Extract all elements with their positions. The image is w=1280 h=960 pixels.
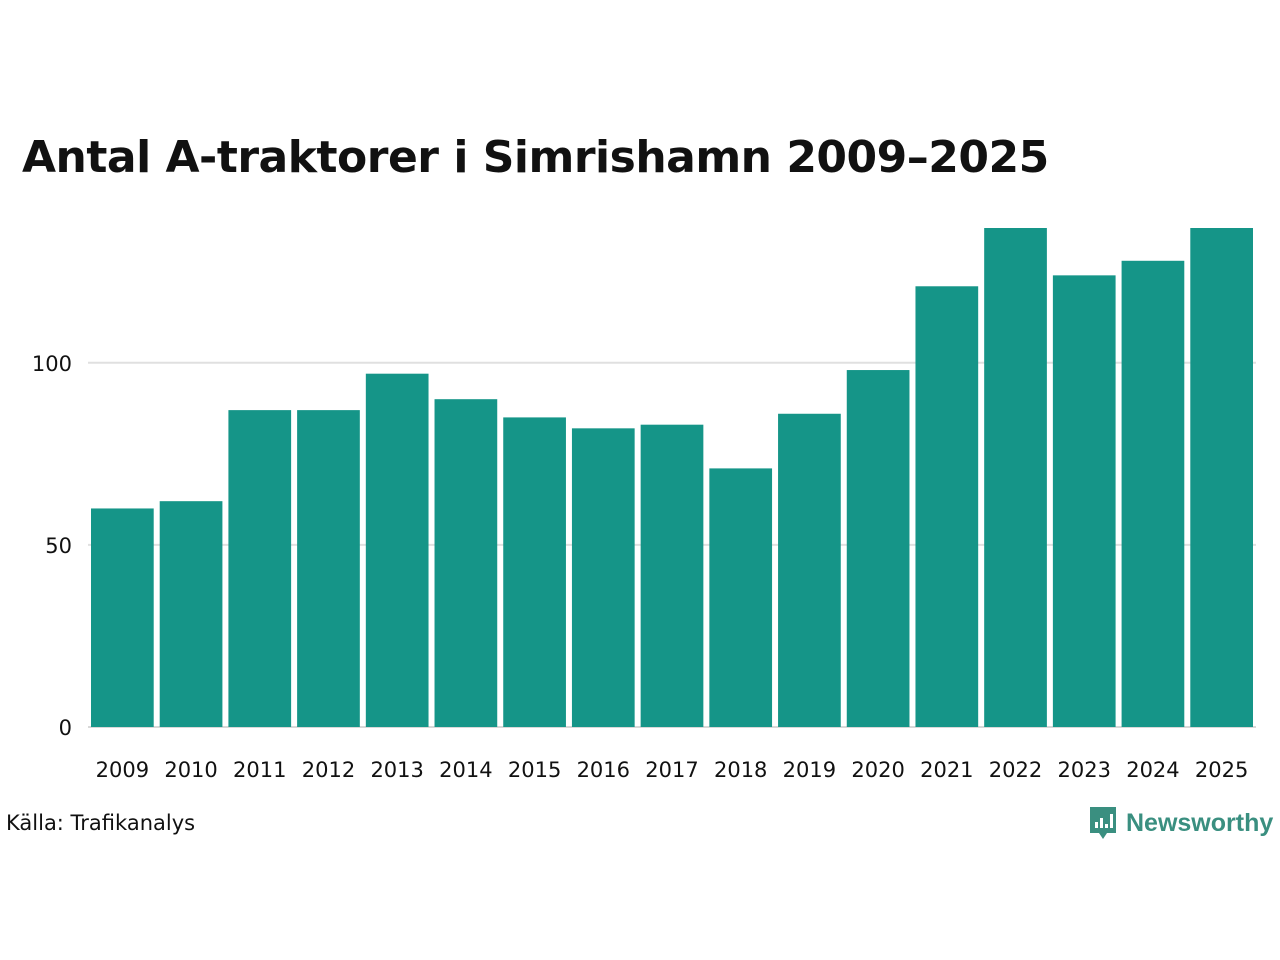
bar-2021 [915,286,979,727]
x-tick-label: 2009 [96,758,149,782]
x-tick-label: 2020 [851,758,904,782]
x-tick-label: 2021 [920,758,973,782]
brand-name: Newsworthy [1126,808,1274,837]
x-tick-label: 2017 [645,758,698,782]
x-tick-label: 2013 [370,758,423,782]
newsworthy-logo-icon [1090,807,1116,839]
chart-title: Antal A-traktorer i Simrishamn 2009–2025 [22,132,1049,183]
bar-2010 [159,501,223,727]
bar-2019 [778,413,841,727]
bar-2024 [1121,260,1185,727]
bar-2020 [846,370,910,727]
y-tick-label: 0 [59,716,72,740]
bar-2016 [571,428,635,727]
bar-2009 [91,508,154,727]
x-tick-label: 2025 [1195,758,1248,782]
source-note: Källa: Trafikanalys [6,811,196,835]
bar-2011 [228,410,292,727]
x-tick-label: 2018 [714,758,767,782]
x-tick-label: 2022 [989,758,1042,782]
x-tick-label: 2014 [439,758,492,782]
x-axis-tick-labels: 2009 2010 2011 2012 2013 2014 2015 2016 2017 2018… [96,758,1249,782]
bar-2018 [709,468,773,727]
x-tick-label: 2012 [302,758,355,782]
y-tick-label: 100 [32,352,72,376]
bars [91,228,1253,727]
x-tick-label: 2019 [783,758,836,782]
y-tick-label: 50 [45,534,72,558]
x-tick-label: 2023 [1058,758,1111,782]
x-tick-label: 2016 [577,758,630,782]
bar-2023 [1052,275,1116,727]
bar-2025 [1190,228,1253,727]
bar-2022 [984,228,1047,727]
bar-2017 [640,424,704,727]
bar-2015 [503,417,566,727]
x-tick-label: 2024 [1126,758,1179,782]
bar-2014 [434,399,498,727]
y-axis-tick-labels: 0 50 100 [32,352,72,740]
x-tick-label: 2010 [164,758,217,782]
bar-2013 [365,373,429,727]
brand-logo: Newsworthy [1088,805,1273,841]
bar-2012 [297,410,360,727]
x-tick-label: 2011 [233,758,286,782]
x-tick-label: 2015 [508,758,561,782]
